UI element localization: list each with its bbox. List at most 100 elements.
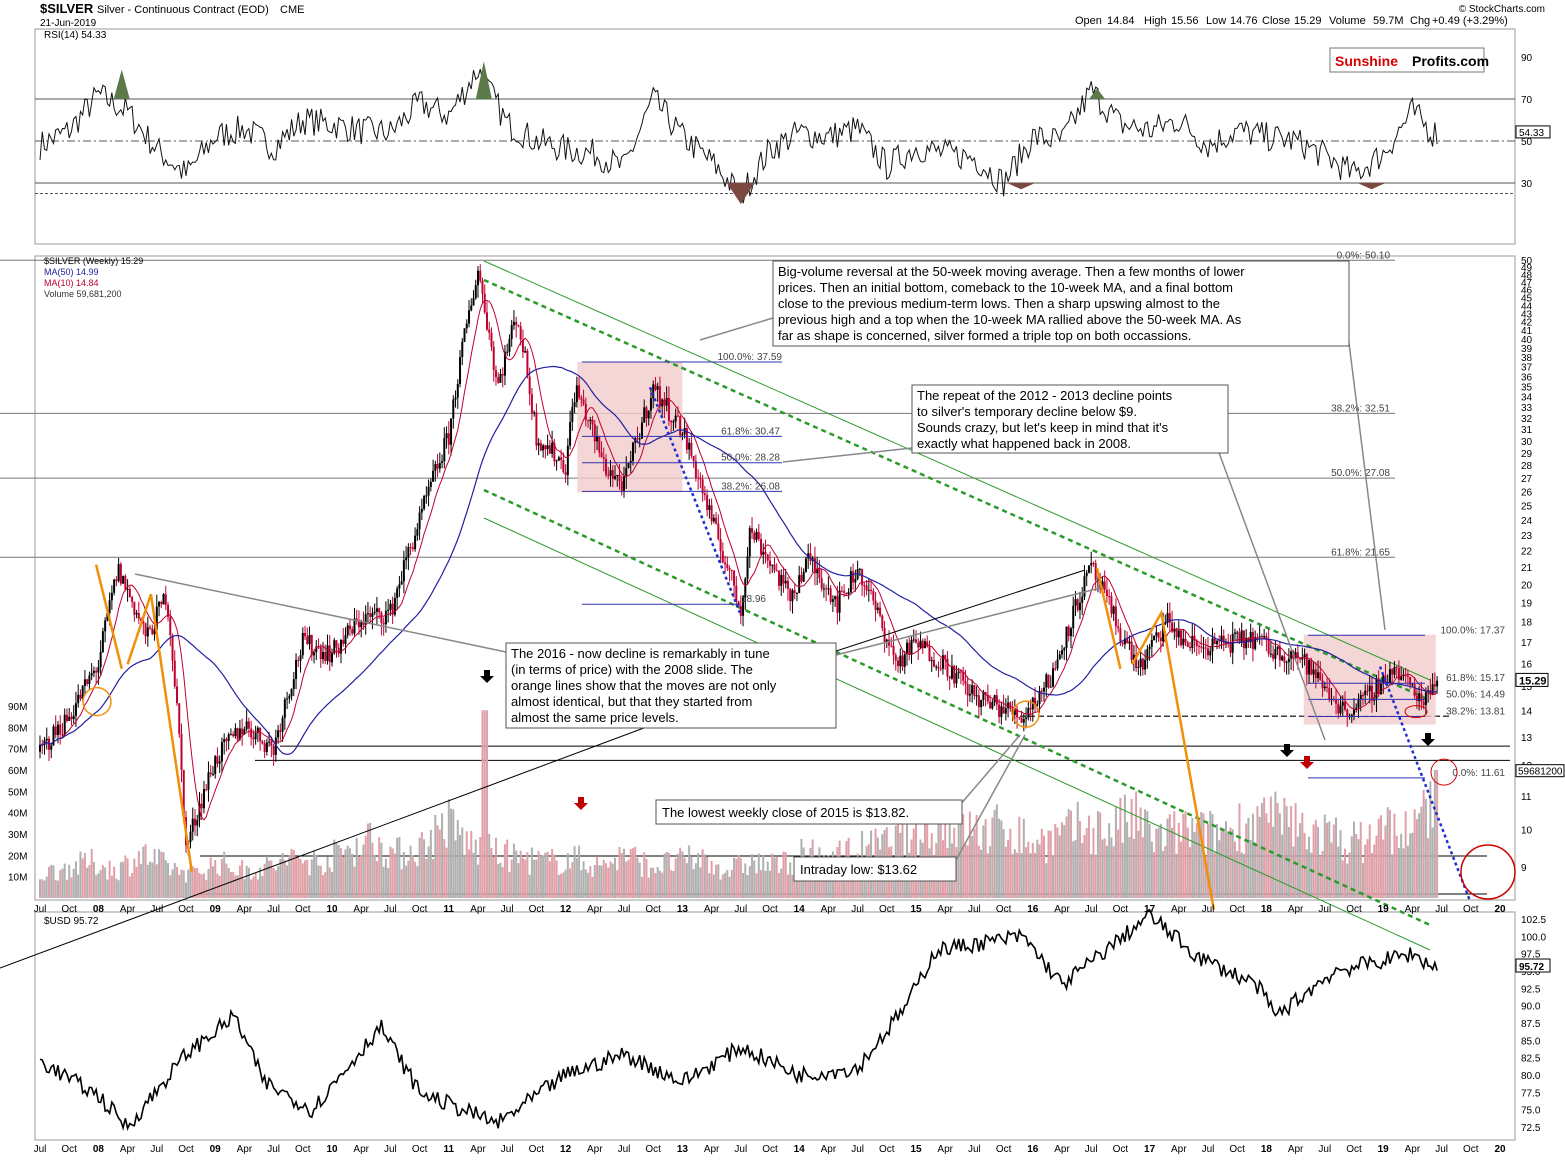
candle-body	[1128, 641, 1131, 644]
volume-bar	[640, 876, 643, 898]
volume-bar	[634, 846, 637, 898]
tune-line-1: The 2016 - now decline is remarkably in …	[511, 646, 770, 661]
candle-body	[1157, 632, 1160, 638]
x-axis-label: Oct	[412, 1144, 428, 1155]
candle-body	[1209, 651, 1212, 656]
price-y-tick: 27	[1521, 474, 1533, 485]
volume-bar	[225, 863, 228, 898]
volume-bar	[337, 845, 340, 898]
volume-bar	[1101, 839, 1104, 898]
big-volume-line-5: far as shape is concerned, silver formed…	[778, 328, 1191, 343]
candle-body	[191, 818, 194, 832]
candle-body	[508, 339, 511, 352]
x-axis-label: Jul	[968, 904, 981, 915]
volume-bar	[483, 710, 486, 898]
volume-bar	[144, 844, 147, 898]
volume-bar	[106, 879, 109, 898]
volume-bar	[396, 837, 399, 898]
candle-body	[402, 560, 405, 582]
candle-body	[133, 601, 136, 615]
channel-lower-dashed	[483, 488, 1431, 927]
candle-body	[1004, 708, 1007, 714]
candle-body	[162, 594, 165, 605]
candle-body	[1366, 690, 1369, 692]
pointer-intraday-low	[955, 734, 1026, 861]
volume-bar	[1258, 816, 1261, 898]
candle-body	[915, 639, 917, 643]
volume-bar	[569, 868, 572, 898]
volume-bar	[1227, 831, 1230, 898]
volume-bar	[1429, 781, 1432, 898]
volume-bar	[468, 849, 471, 898]
candle-body	[362, 622, 365, 625]
candle-body	[1045, 674, 1048, 688]
candle-body	[548, 445, 551, 454]
candle-body	[1409, 676, 1412, 685]
volume-bar	[1420, 806, 1423, 898]
candle-body	[674, 415, 677, 422]
volume-bar	[625, 861, 628, 898]
volume-bar	[97, 873, 100, 898]
price-y-tick: 45	[1521, 293, 1533, 304]
candle-body	[477, 270, 479, 286]
stockcharts-credit: © StockCharts.com	[1459, 4, 1545, 15]
volume-bar	[1346, 863, 1349, 898]
volume-bar	[1139, 807, 1142, 898]
volume-bar	[1424, 798, 1427, 898]
candle-body	[1072, 605, 1075, 629]
rsi-oversold-fill	[1357, 183, 1386, 190]
candle-body	[838, 590, 841, 613]
volume-bar	[1353, 821, 1355, 898]
candle-body	[973, 685, 976, 696]
volume-bar	[1220, 829, 1223, 898]
candle-body	[1245, 637, 1248, 649]
volume-bar	[420, 832, 423, 898]
candle-body	[140, 618, 143, 621]
volume-bar	[243, 879, 246, 898]
candle-body	[279, 730, 282, 732]
x-axis-label: Apr	[237, 1144, 253, 1155]
volume-bar	[272, 867, 275, 898]
volume-bar	[1155, 828, 1158, 898]
candle-body	[654, 384, 657, 390]
price-y-tick: 29	[1521, 449, 1533, 460]
candle-body	[1240, 630, 1243, 642]
candle-body	[1260, 636, 1263, 638]
down-arrow-black	[484, 670, 490, 676]
exchange-label: CME	[280, 4, 304, 16]
price-y-tick: 23	[1521, 531, 1533, 542]
candle-body	[396, 588, 399, 599]
candle-body	[198, 803, 201, 821]
candle-body	[744, 578, 747, 598]
orange-move-2008-b	[126, 593, 194, 873]
candle-body	[1184, 638, 1187, 643]
volume-bar	[1249, 839, 1252, 898]
x-axis-label: Apr	[237, 904, 253, 915]
volume-bar	[753, 860, 756, 898]
volume-bar	[1121, 842, 1124, 898]
candle-body	[715, 517, 718, 524]
price-y-tick: 28	[1521, 461, 1533, 472]
volume-bar	[131, 873, 134, 898]
candle-body	[1180, 630, 1183, 646]
volume-bar	[760, 870, 763, 898]
volume-bar	[751, 854, 754, 898]
volume-bar	[1141, 837, 1144, 898]
candle-body	[1020, 717, 1023, 723]
candle-body	[1043, 687, 1046, 692]
candle-body	[1436, 680, 1439, 687]
candle-body	[760, 539, 763, 555]
candle-body	[1029, 708, 1032, 710]
candle-body	[252, 737, 255, 740]
candle-body	[820, 578, 823, 589]
volume-bar	[1150, 841, 1153, 898]
volume-bar	[429, 829, 432, 898]
candle-body	[357, 620, 360, 628]
tune-line-4: almost identical, but that they started …	[511, 694, 752, 709]
volume-bar	[575, 858, 578, 898]
volume-bar	[263, 863, 266, 898]
candle-body	[611, 470, 614, 479]
tune-line-5: almost the same price levels.	[511, 710, 679, 725]
volume-bar	[160, 851, 163, 898]
price-series: 15.29	[39, 264, 1549, 856]
